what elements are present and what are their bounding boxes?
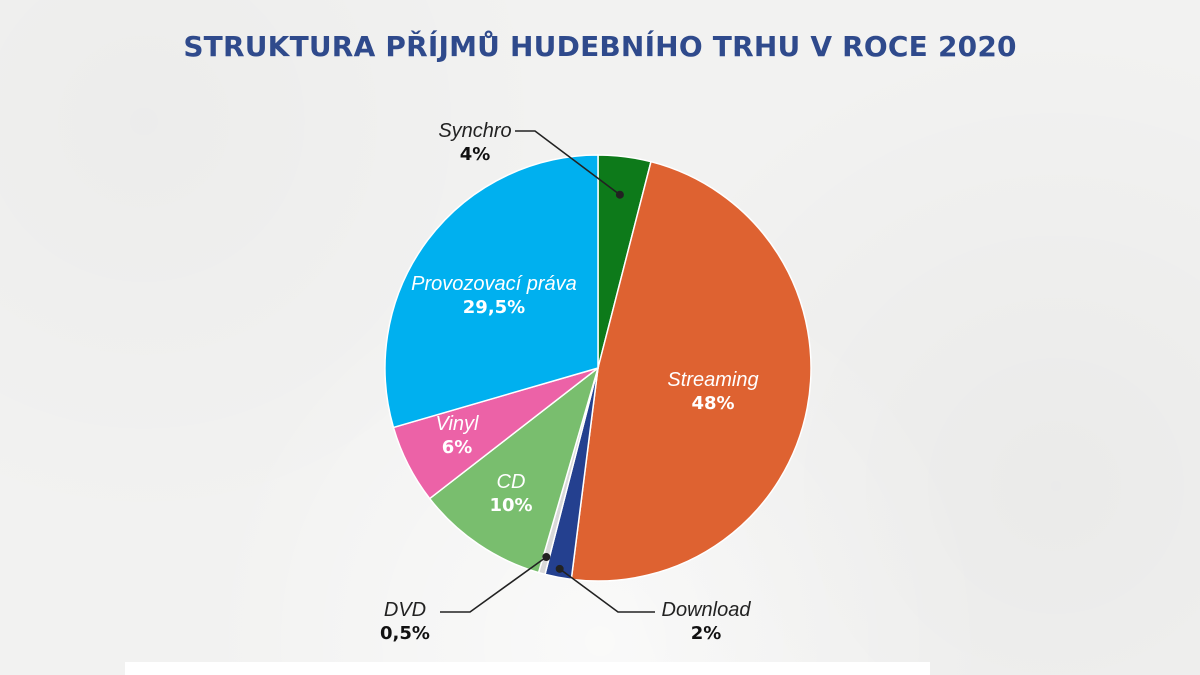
leader-dot-synchro bbox=[615, 190, 624, 199]
leader-line-download bbox=[559, 568, 655, 613]
slice-value-streaming: 48% bbox=[691, 393, 734, 414]
slice-label-provozovaci-prava: Provozovací práva bbox=[411, 273, 577, 295]
leader-line-dvd bbox=[440, 556, 547, 613]
slice-value-download: 2% bbox=[691, 623, 722, 644]
slice-label-dvd: DVD bbox=[384, 599, 426, 621]
leader-line-synchro bbox=[515, 130, 621, 196]
pie-slice-provozovaci-prava bbox=[384, 154, 599, 429]
slice-label-cd: CD bbox=[497, 471, 526, 493]
leader-dot-dvd bbox=[542, 553, 551, 562]
slice-value-dvd: 0,5% bbox=[380, 623, 430, 644]
slice-value-vinyl: 6% bbox=[442, 437, 473, 458]
slice-value-provozovaci-prava: 29,5% bbox=[463, 297, 525, 318]
slice-label-synchro: Synchro bbox=[438, 120, 511, 142]
slice-value-synchro: 4% bbox=[460, 144, 491, 165]
slice-label-vinyl: Vinyl bbox=[436, 413, 480, 435]
slice-value-cd: 10% bbox=[489, 495, 532, 516]
bottom-strip bbox=[125, 662, 930, 675]
chart-title: STRUKTURA PŘÍJMŮ HUDEBNÍHO TRHU V ROCE 2… bbox=[183, 30, 1017, 63]
pie-slice-streaming bbox=[570, 160, 812, 582]
slice-label-streaming: Streaming bbox=[667, 369, 758, 391]
slice-label-download: Download bbox=[662, 599, 752, 621]
pie-slice-cd bbox=[428, 365, 600, 574]
leader-dot-download bbox=[555, 564, 564, 573]
